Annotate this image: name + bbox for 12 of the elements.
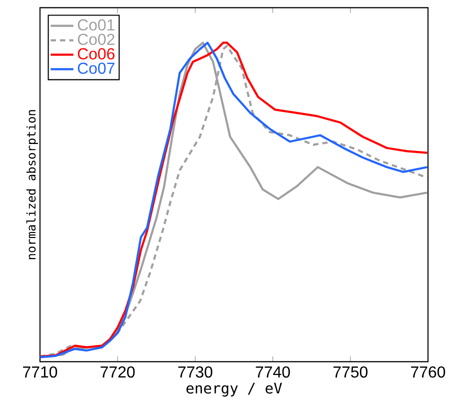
legend-label: Co07: [78, 62, 114, 74]
x-tick-label: 7710: [23, 366, 58, 378]
x-axis-title: energy / eV: [186, 382, 282, 397]
y-axis-title: normalized absorption: [26, 110, 38, 260]
legend-label: Co02: [78, 34, 114, 45]
x-tick-label: 7730: [178, 366, 212, 378]
x-tick-label: 7760: [411, 366, 446, 378]
x-tick-label: 7720: [100, 366, 135, 378]
legend-label: Co06: [78, 48, 114, 60]
legend-label: Co01: [78, 19, 114, 31]
x-tick-label: 7740: [256, 366, 290, 378]
x-tick-label: 7750: [333, 366, 368, 378]
